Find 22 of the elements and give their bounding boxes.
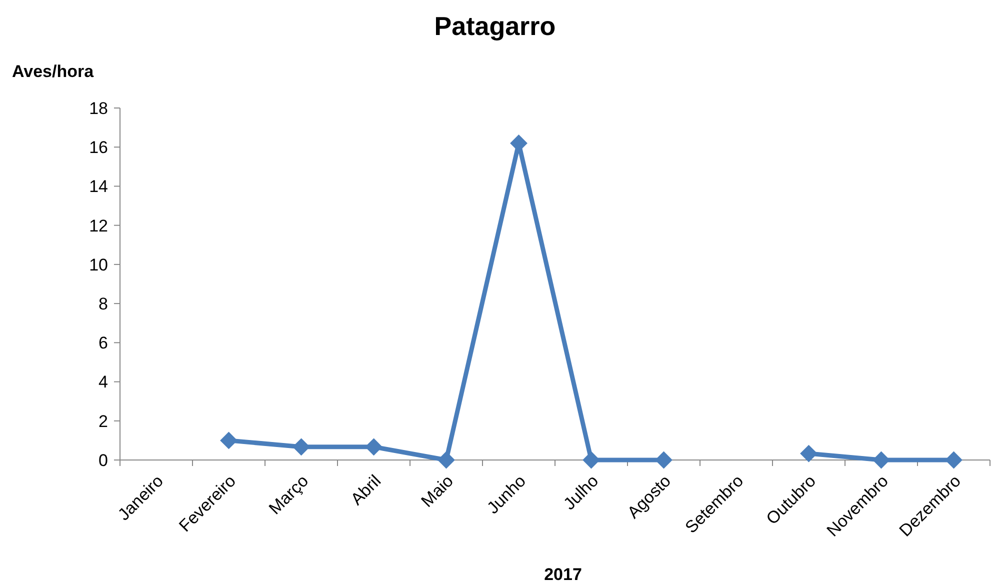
y-tick-label: 10: [89, 255, 108, 274]
y-tick-label: 12: [89, 216, 108, 236]
y-tick-label: 0: [98, 450, 108, 470]
point: [800, 445, 818, 462]
y-tick-label: 2: [98, 412, 108, 431]
point: [582, 452, 600, 468]
y-tick-label: 6: [98, 334, 108, 353]
y-tick-label: 14: [89, 177, 108, 196]
y-tick-label: 16: [89, 138, 108, 158]
point: [655, 452, 672, 468]
y-tick-label: 4: [98, 372, 108, 392]
point: [220, 432, 238, 449]
point: [438, 452, 455, 468]
x-axis-title: 2017: [544, 565, 582, 584]
y-tick-label: 18: [89, 98, 108, 118]
point: [945, 452, 962, 468]
point: [292, 438, 310, 456]
y-tick-label: 8: [98, 294, 108, 314]
point: [365, 438, 382, 456]
y-axis-title: Aves/hora: [12, 62, 94, 81]
chart-title: Patagarro: [434, 11, 556, 41]
point: [872, 452, 890, 468]
